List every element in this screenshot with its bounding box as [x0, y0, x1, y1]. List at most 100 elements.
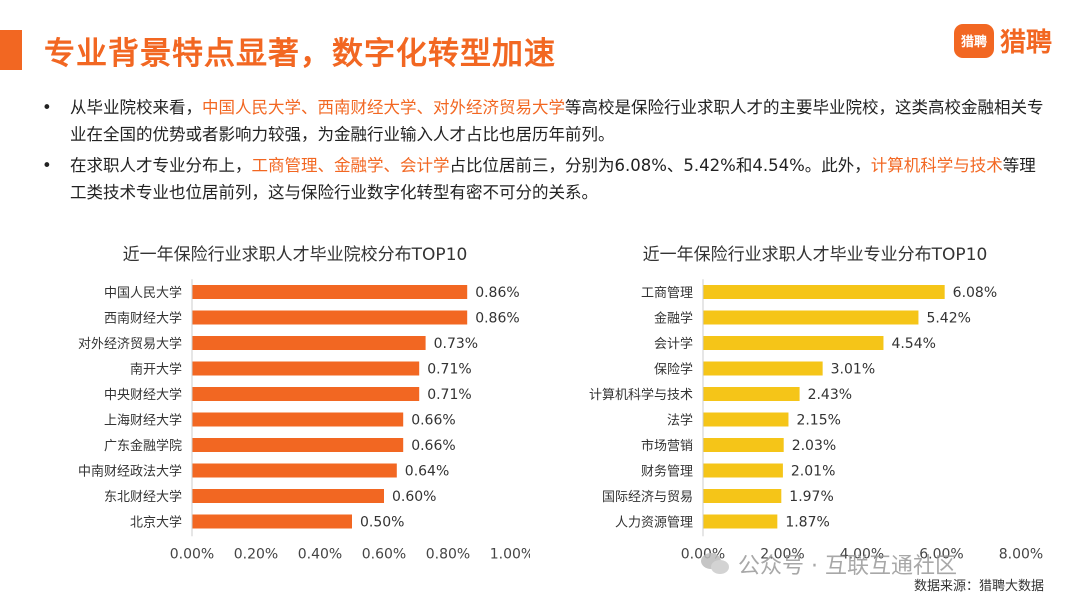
category-label: 北京大学 [130, 515, 182, 531]
x-tick-label: 4.00% [840, 546, 884, 562]
bar [703, 489, 782, 503]
majors-chart-plot: 工商管理 6.08% 金融学 5.42% 会计学 4.54% 保险学 3.01% 计算机科学与技… [589, 279, 1043, 562]
bar [192, 489, 384, 503]
x-tick-label: 0.40% [298, 546, 342, 562]
bar [192, 361, 420, 376]
value-label: 2.03% [792, 438, 836, 454]
x-tick-label: 0.20% [234, 546, 278, 562]
bar [192, 336, 426, 350]
category-label: 法学 [667, 413, 693, 429]
value-label: 0.60% [392, 489, 436, 505]
category-label: 计算机科学与技术 [589, 387, 693, 403]
bar [703, 310, 919, 325]
value-label: 0.86% [475, 285, 519, 301]
category-label: 中国人民大学 [104, 285, 182, 301]
title-accent-bar [0, 30, 22, 70]
value-label: 0.66% [411, 438, 455, 454]
x-tick-label: 2.00% [760, 546, 804, 562]
value-label: 5.42% [926, 311, 970, 327]
bar [192, 412, 404, 427]
watermark-text: 公众号 · 互联互通社区 [738, 554, 957, 579]
x-tick-label: 8.00% [999, 546, 1043, 562]
highlight-text: 计算机科学与技术 [870, 156, 1003, 175]
bar [192, 463, 397, 478]
value-label: 2.15% [796, 413, 840, 429]
bullet-text: 从毕业院校来看，中国人民大学、西南财经大学、对外经济贸易大学等高校是保险行业求职… [70, 98, 1044, 144]
bar [703, 514, 778, 529]
x-tick-label: 0.60% [362, 546, 406, 562]
data-source: 数据来源：猎聘大数据 [913, 579, 1044, 594]
bar [703, 336, 884, 350]
schools-chart-title: 近一年保险行业求职人才毕业院校分布TOP10 [122, 245, 468, 265]
schools-chart-plot: 中国人民大学 0.86% 西南财经大学 0.86% 对外经济贸易大学 0.73% 南开大学 0… [78, 279, 534, 562]
value-label: 1.87% [785, 515, 829, 531]
bullet-text-segment: 从毕业院校来看， [70, 98, 202, 117]
bar [192, 285, 468, 299]
bullet-text-segment: 在求职人才专业分布上， [70, 156, 252, 175]
category-label: 中央财经大学 [104, 387, 182, 403]
value-label: 0.66% [411, 413, 455, 429]
bullet-text-segment: 等高校是保险行业求职人才的主要毕业院校，这类高校金融相关专业在全国的优势或者影响… [70, 98, 1044, 144]
x-tick-label: 1.00% [490, 546, 530, 562]
value-label: 0.73% [434, 336, 478, 352]
majors-chart: 近一年保险行业求职人才毕业专业分布TOP10 工商管理 6.08% 金融学 5.42%… [570, 234, 1060, 564]
category-label: 金融学 [654, 311, 693, 327]
majors-chart-title: 近一年保险行业求职人才毕业专业分布TOP10 [642, 245, 988, 265]
category-label: 对外经济贸易大学 [78, 336, 182, 352]
category-label: 市场营销 [641, 438, 693, 454]
category-label: 西南财经大学 [104, 311, 182, 327]
category-label: 广东金融学院 [104, 438, 182, 454]
value-label: 4.54% [891, 336, 935, 352]
value-label: 0.71% [427, 387, 471, 403]
bar [703, 463, 783, 478]
page-title: 专业背景特点显著，数字化转型加速 [44, 36, 556, 72]
bar [192, 310, 468, 325]
brand-logo: 猎聘 猎聘 [953, 22, 1052, 59]
value-label: 0.71% [427, 362, 471, 378]
category-label: 会计学 [654, 336, 693, 352]
x-tick-label: 6.00% [919, 546, 963, 562]
bullet-majors: • 在求职人才专业分布上，工商管理、金融学、会计学占比位居前三，分别为6.08%、… [38, 152, 1048, 206]
bar [703, 387, 800, 401]
bullet-text: 在求职人才专业分布上，工商管理、金融学、会计学占比位居前三，分别为6.08%、5… [70, 156, 1036, 202]
brand-logo-icon: 猎聘 [953, 23, 994, 58]
category-label: 保险学 [654, 362, 693, 378]
brand-name: 猎聘 [999, 28, 1052, 58]
bar [192, 387, 420, 401]
category-label: 工商管理 [641, 286, 693, 301]
bar [192, 514, 352, 529]
bullet-text-segment: 占比位居前三，分别为6.08%、5.42%和4.54%。此外， [449, 156, 871, 175]
category-label: 南开大学 [130, 362, 182, 378]
watermark: 公众号 · 互联互通社区 [700, 548, 957, 580]
bar [192, 438, 404, 452]
summary-bullets: • 从毕业院校来看，中国人民大学、西南财经大学、对外经济贸易大学等高校是保险行业求… [38, 94, 1048, 210]
category-label: 东北财经大学 [104, 489, 182, 505]
value-label: 3.01% [831, 362, 875, 378]
bar [703, 412, 789, 427]
x-tick-label: 0.00% [170, 546, 214, 562]
highlight-text: 工商管理、金融学、会计学 [251, 156, 450, 175]
value-label: 0.50% [360, 515, 404, 531]
value-label: 0.86% [475, 311, 519, 327]
bar [703, 438, 784, 452]
category-label: 人力资源管理 [615, 516, 693, 531]
bar [703, 361, 823, 376]
bullet-dot-icon: • [42, 98, 52, 117]
highlight-text: 中国人民大学、西南财经大学、对外经济贸易大学 [202, 98, 565, 117]
value-label: 0.64% [405, 464, 449, 480]
bullet-dot-icon: • [42, 156, 52, 175]
schools-chart: 近一年保险行业求职人才毕业院校分布TOP10 中国人民大学 0.86% 西南财经大学… [60, 234, 534, 564]
bullet-text-segment: 等理工类技术专业也位居前列，这与保险行业数字化转型有密不可分的关系。 [70, 156, 1036, 202]
bullet-schools: • 从毕业院校来看，中国人民大学、西南财经大学、对外经济贸易大学等高校是保险行业求… [38, 94, 1048, 148]
category-label: 中南财经政法大学 [78, 464, 182, 480]
value-label: 6.08% [953, 285, 997, 301]
category-label: 上海财经大学 [104, 413, 182, 429]
value-label: 1.97% [789, 489, 833, 505]
category-label: 财务管理 [641, 464, 693, 480]
wechat-icon [701, 553, 729, 574]
bar [703, 285, 945, 299]
category-label: 国际经济与贸易 [602, 490, 693, 505]
value-label: 2.01% [791, 464, 835, 480]
x-tick-label: 0.80% [426, 546, 470, 562]
value-label: 2.43% [808, 387, 852, 403]
